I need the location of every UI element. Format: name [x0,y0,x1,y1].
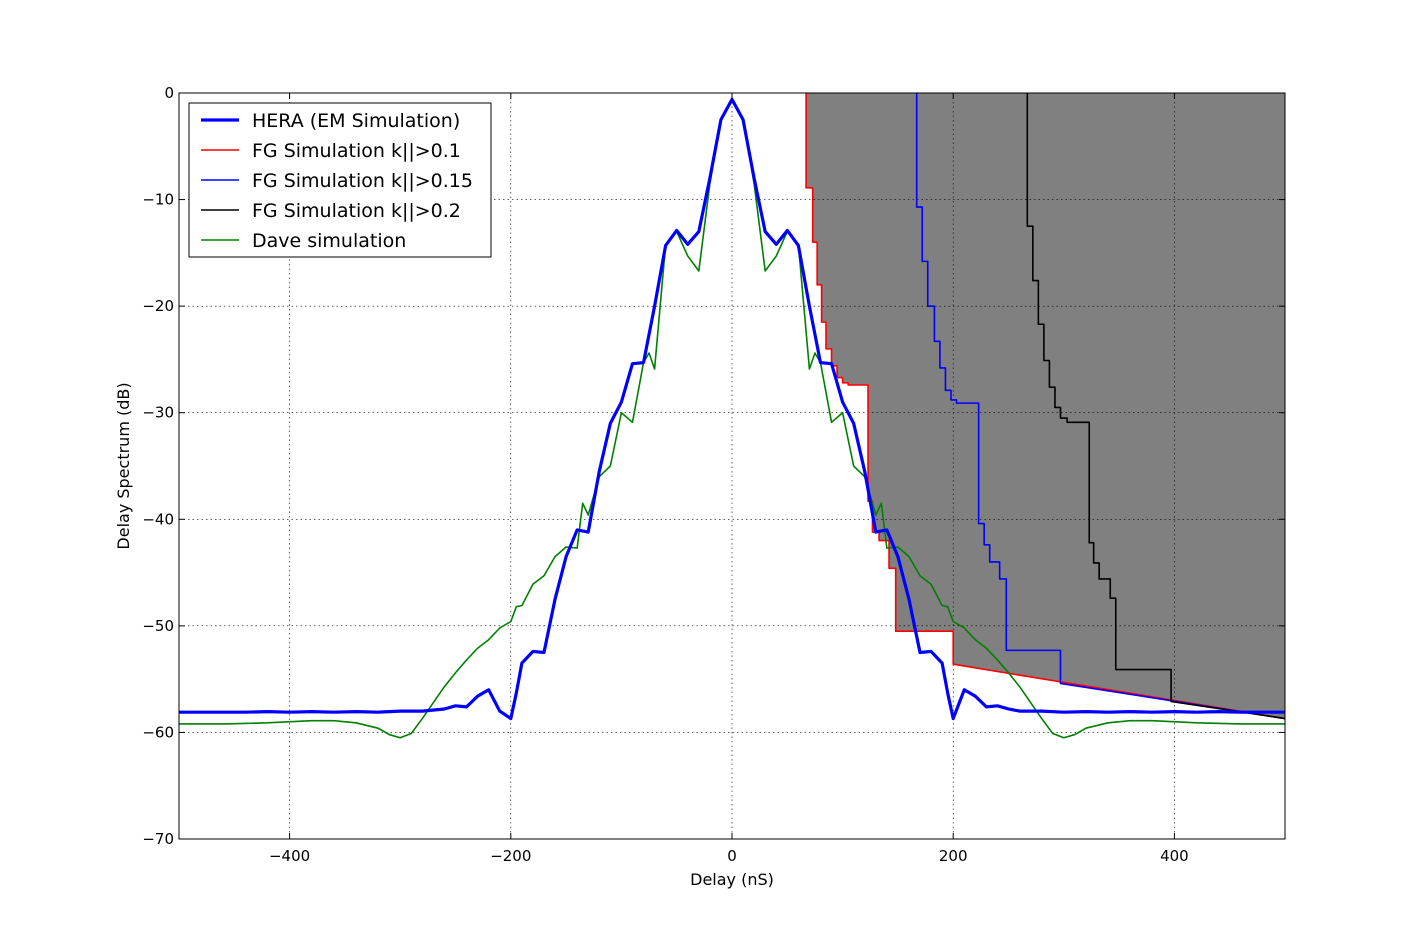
y-axis-label: Delay Spectrum (dB) [114,382,133,549]
y-tick-label-3: −30 [142,404,174,422]
series-line-1 [179,97,1285,721]
series-line-2 [805,93,1285,720]
legend-label-2: FG Simulation k||>0.1 [252,140,461,162]
x-tick-label-2: 0 [727,847,737,865]
legend-label-5: Dave simulation [252,230,406,252]
y-tick-label-2: −20 [142,297,174,315]
series-line-3 [915,93,1285,720]
shaded-regions [806,93,1285,719]
x-tick-label-1: −200 [490,847,531,865]
y-tick-label-7: −70 [142,830,174,848]
x-tick-label-4: 400 [1160,847,1189,865]
legend-label-3: FG Simulation k||>0.15 [252,170,473,192]
series-line-4 [1026,93,1285,720]
y-tick-label-1: −10 [142,191,174,209]
y-tick-label-6: −60 [142,723,174,741]
legend-label-4: FG Simulation k||>0.2 [252,200,461,222]
legend-box [188,102,492,258]
y-tick-label-5: −50 [142,617,174,635]
y-tick-label-0: 0 [164,84,174,102]
x-tick-label-0: −400 [269,847,310,865]
x-axis-label: Delay (nS) [690,870,774,889]
legend-label-1: HERA (EM Simulation) [252,110,460,132]
shaded-region-3 [806,93,1285,719]
legend: HERA (EM Simulation) FG Simulation k||>0.… [188,102,492,258]
axis-ticks: −400 −200 0 200 400 0 −10 −20 −30 −40 −50 −60 −70 [142,84,1285,865]
x-tick-label-3: 200 [939,847,968,865]
y-tick-label-4: −40 [142,510,174,528]
